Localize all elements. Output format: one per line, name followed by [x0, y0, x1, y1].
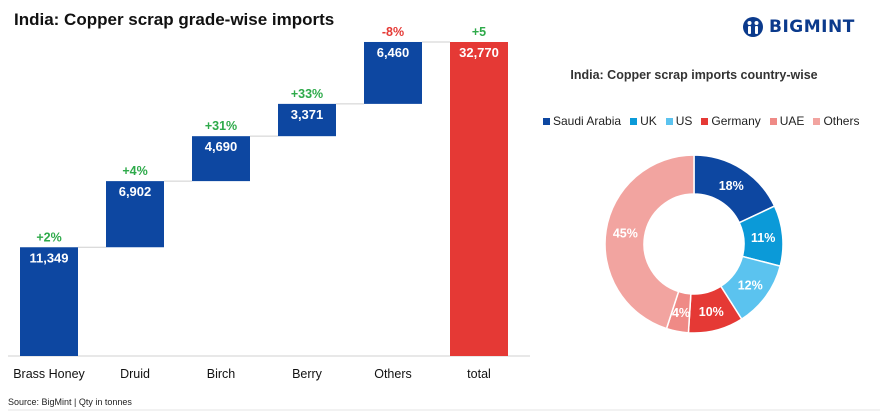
category-label: total — [467, 367, 491, 381]
legend-item: Germany — [701, 114, 761, 128]
bar-change-label: +5 — [472, 25, 486, 39]
bar-change-label: +2% — [36, 230, 61, 244]
legend-label: UAE — [779, 114, 805, 128]
legend-swatch — [769, 117, 777, 125]
pie-value-label: 4% — [672, 306, 690, 320]
bar-value-label: 6,902 — [119, 184, 152, 199]
pie-value-label: 11% — [751, 231, 775, 245]
legend-swatch — [701, 117, 709, 125]
waterfall-bar — [20, 247, 78, 356]
legend-swatch — [813, 117, 821, 125]
pie-legend: Saudi Arabia UK US Germany UAE Others — [543, 114, 859, 128]
chart-title: India: Copper scrap grade-wise imports — [14, 10, 335, 29]
legend-swatch — [665, 117, 673, 125]
legend-swatch — [630, 117, 638, 125]
legend-swatch — [543, 117, 550, 125]
legend-item: Others — [813, 114, 859, 128]
waterfall-bar — [192, 136, 250, 182]
pie-value-label: 12% — [738, 278, 763, 292]
bar-value-label: 11,349 — [29, 250, 68, 265]
pie-value-label: 45% — [613, 227, 638, 241]
bar-change-label: -8% — [382, 25, 404, 39]
waterfall-bar — [364, 41, 422, 104]
legend-label: US — [675, 114, 693, 128]
bar-value-label: 3,371 — [291, 107, 324, 122]
bar-value-label: 32,770 — [459, 45, 499, 60]
legend-label: Others — [823, 114, 860, 128]
waterfall-bar — [106, 181, 164, 248]
legend-item: UK — [630, 114, 657, 128]
brand-logo: BIGMINT — [742, 16, 855, 38]
legend-item: Saudi Arabia — [543, 114, 621, 128]
pie-chart-title: India: Copper scrap imports country-wise — [570, 68, 818, 82]
logo-text: BIGMINT — [769, 17, 855, 37]
category-label: Brass Honey — [13, 367, 85, 381]
waterfall-bar — [278, 103, 336, 137]
category-label: Birch — [207, 367, 236, 381]
bar-value-label: 4,690 — [205, 139, 238, 154]
legend-label: Germany — [711, 114, 761, 128]
pie-slice — [604, 154, 695, 330]
bigmint-logo-icon — [743, 17, 763, 37]
source-note: Source: BigMint | Qty in tonnes — [8, 397, 132, 407]
legend-item: UAE — [769, 114, 805, 128]
legend-item: US — [665, 114, 693, 128]
bar-value-label: 6,460 — [377, 45, 410, 60]
legend-label: UK — [640, 114, 657, 128]
pie-value-label: 10% — [699, 305, 724, 319]
bar-change-label: +33% — [291, 87, 323, 101]
category-label: Druid — [120, 367, 150, 381]
bar-change-label: +4% — [122, 164, 147, 178]
category-label: Others — [374, 367, 412, 381]
legend-label: Saudi Arabia — [553, 114, 622, 128]
bar-change-label: +31% — [205, 119, 237, 133]
category-label: Berry — [292, 367, 323, 381]
pie-value-label: 18% — [719, 179, 744, 193]
waterfall-bar — [450, 42, 508, 356]
